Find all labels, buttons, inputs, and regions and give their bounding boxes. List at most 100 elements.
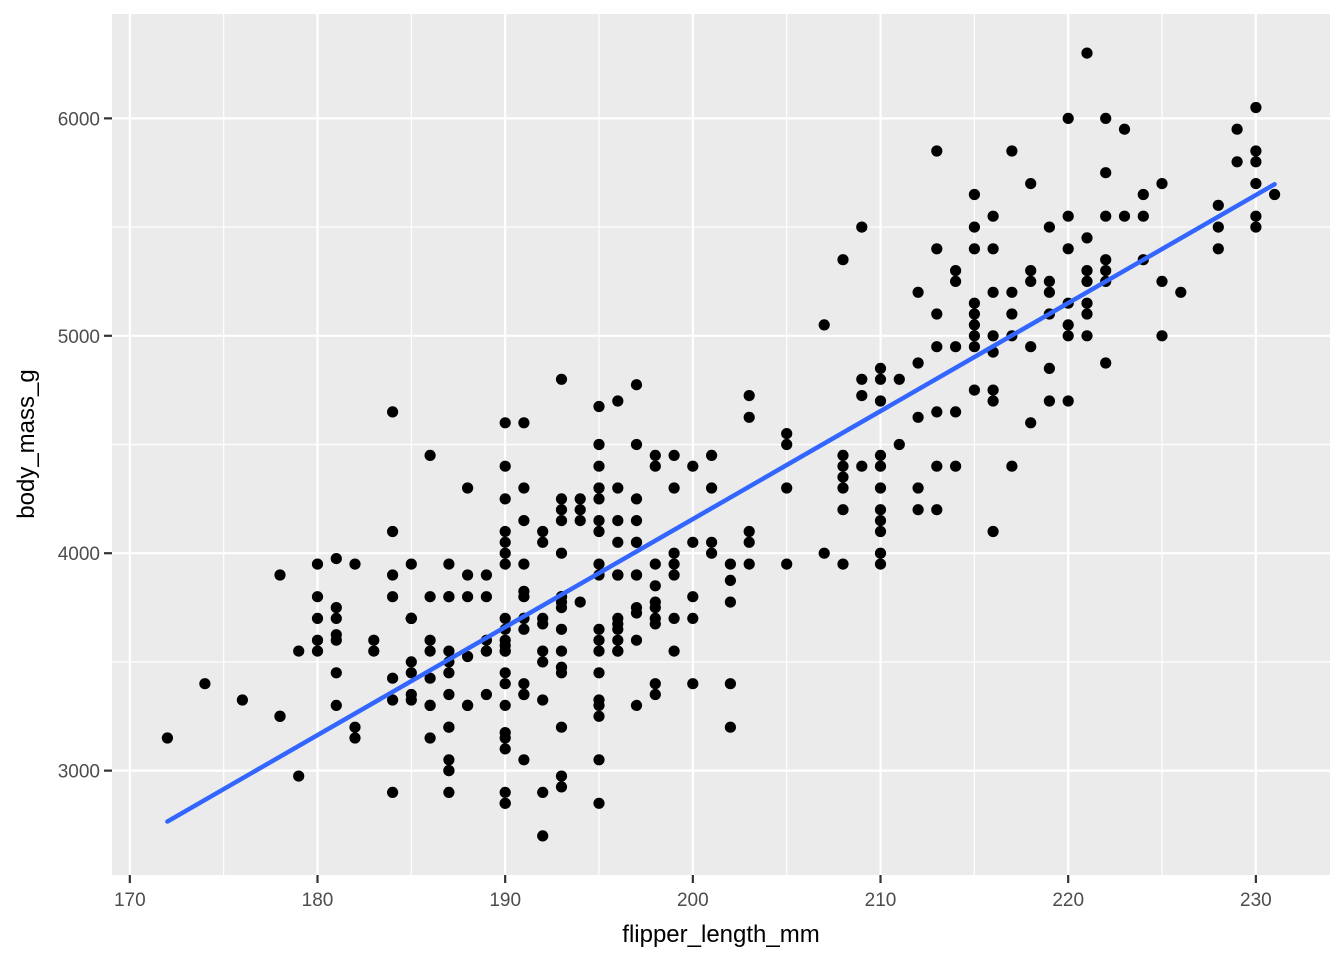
data-point — [499, 536, 511, 548]
data-point — [593, 493, 605, 505]
data-point — [687, 678, 699, 690]
data-point — [893, 438, 905, 451]
data-point — [405, 688, 417, 701]
data-point — [537, 656, 549, 668]
data-point — [987, 210, 999, 222]
data-point — [874, 449, 887, 461]
y-tick-label: 5000 — [58, 327, 100, 348]
data-point — [1100, 167, 1112, 179]
data-point — [1081, 297, 1093, 309]
data-point — [1043, 275, 1055, 287]
data-point — [630, 515, 643, 527]
data-point — [1250, 156, 1262, 168]
data-point — [649, 449, 661, 461]
data-point — [931, 341, 943, 353]
data-point — [1137, 188, 1149, 201]
data-point — [311, 558, 324, 570]
data-point — [424, 591, 436, 603]
data-point — [405, 612, 417, 625]
data-point — [593, 797, 605, 809]
data-point — [593, 525, 605, 538]
data-point — [668, 645, 680, 657]
data-point — [499, 727, 511, 739]
data-point — [1156, 178, 1168, 190]
data-point — [781, 558, 793, 570]
data-point — [311, 634, 324, 646]
data-point — [1025, 265, 1037, 277]
data-point — [743, 558, 755, 570]
data-point — [837, 471, 849, 483]
data-point — [499, 640, 511, 652]
data-point — [968, 330, 981, 342]
data-point — [443, 688, 455, 701]
data-point — [1137, 210, 1149, 222]
data-point — [574, 493, 586, 505]
data-point — [443, 667, 455, 679]
data-point — [518, 515, 530, 527]
data-point — [1006, 145, 1018, 157]
trend-line — [165, 181, 1277, 824]
data-point — [743, 390, 755, 402]
data-point — [874, 547, 887, 559]
data-point — [931, 243, 943, 255]
data-point — [1250, 101, 1262, 114]
data-point — [311, 591, 324, 603]
data-point — [330, 634, 342, 646]
data-point — [1043, 286, 1055, 298]
data-point — [443, 786, 455, 799]
data-point — [856, 373, 868, 385]
data-point — [612, 395, 624, 407]
data-point — [518, 482, 530, 494]
data-point — [837, 449, 849, 461]
data-point — [1081, 275, 1093, 287]
data-point — [555, 721, 568, 733]
data-point — [630, 379, 643, 391]
data-point — [387, 672, 399, 684]
data-point — [1156, 330, 1168, 342]
data-point — [293, 770, 305, 782]
data-point — [593, 438, 605, 451]
data-point — [987, 243, 999, 255]
data-point — [593, 482, 605, 494]
data-point — [499, 493, 511, 505]
data-point — [499, 786, 511, 799]
data-point — [1081, 47, 1093, 59]
data-point — [443, 645, 455, 657]
data-point — [630, 569, 643, 581]
data-point — [555, 515, 568, 527]
data-point — [630, 493, 643, 505]
data-point — [387, 694, 399, 706]
data-point — [687, 591, 699, 603]
data-point — [874, 515, 887, 527]
data-point — [649, 558, 661, 570]
data-point — [1062, 395, 1074, 407]
data-point — [837, 460, 849, 472]
data-point — [968, 297, 981, 309]
data-point — [987, 384, 999, 396]
data-point — [1212, 243, 1224, 255]
data-point — [950, 460, 962, 472]
data-point — [443, 754, 455, 766]
data-point — [1081, 330, 1093, 342]
data-point — [893, 373, 905, 385]
data-point — [668, 449, 680, 461]
data-point — [724, 721, 737, 733]
data-point — [874, 373, 887, 385]
y-tick-label: 3000 — [58, 762, 100, 783]
data-point — [968, 384, 981, 396]
data-point — [968, 319, 981, 331]
data-point — [630, 634, 643, 646]
data-point — [874, 558, 887, 570]
data-point — [856, 460, 868, 472]
data-point — [274, 569, 286, 581]
data-point — [874, 525, 887, 538]
data-point — [537, 645, 549, 657]
data-point — [630, 438, 643, 451]
data-point — [424, 672, 436, 684]
data-point — [499, 547, 511, 559]
data-point — [649, 678, 661, 690]
data-point — [1062, 243, 1074, 255]
data-point — [668, 482, 680, 494]
data-point — [1062, 210, 1074, 222]
data-point — [931, 406, 943, 418]
